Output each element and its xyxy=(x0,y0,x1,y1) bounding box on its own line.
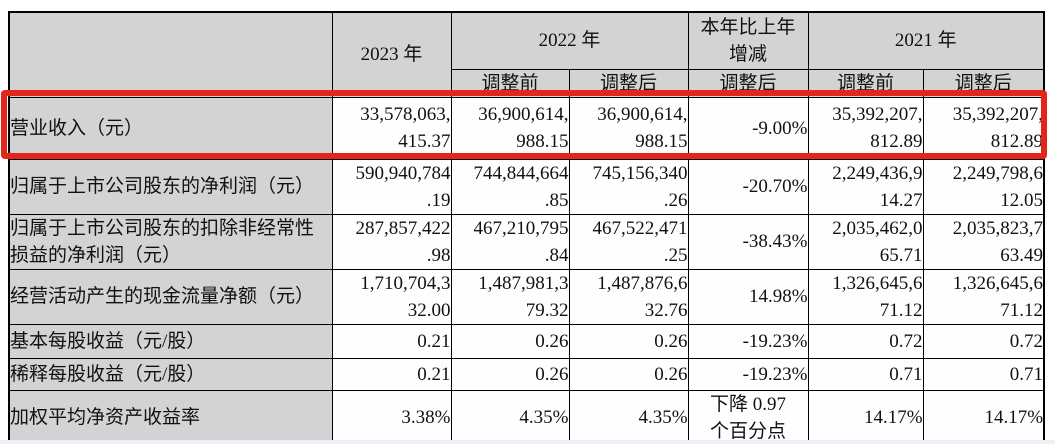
value-change: -19.23% xyxy=(687,357,809,391)
value-2022-pre: 36,900,614, 988.15 xyxy=(450,96,570,160)
header-2023: 2023 年 xyxy=(331,11,452,98)
value-2021-post: 35,392,207, 812.89 xyxy=(922,96,1045,160)
value-2022-post: 0.26 xyxy=(568,357,689,391)
value-2022-post: 1,487,876,6 32.76 xyxy=(568,268,689,325)
value-2023: 0.21 xyxy=(331,357,452,391)
value-2022-post: 0.26 xyxy=(568,323,689,359)
header-2021: 2021 年 xyxy=(807,11,1045,70)
row-label: 基本每股收益（元/股） xyxy=(8,323,333,359)
value-2021-post: 2,035,823,7 63.49 xyxy=(922,213,1045,270)
row-label: 归属于上市公司股东的扣除非经常性 损益的净利润（元） xyxy=(8,213,333,270)
header-blank-cell xyxy=(8,11,333,98)
value-2022-post: 4.35% xyxy=(568,389,689,444)
table-row-net-profit: 归属于上市公司股东的净利润（元） 590,940,784 .19 744,844… xyxy=(8,158,1045,215)
header-row-years: 2023 年 2022 年 本年比上年 增减 2021 年 xyxy=(8,11,1045,98)
row-label: 归属于上市公司股东的净利润（元） xyxy=(8,158,333,215)
value-2022-pre: 744,844,664 .85 xyxy=(450,158,570,215)
value-change: -20.70% xyxy=(687,158,809,215)
value-2021-post: 0.71 xyxy=(922,357,1045,391)
row-label: 营业收入（元） xyxy=(8,96,333,160)
value-2021-pre: 2,035,462,0 65.71 xyxy=(807,213,924,270)
row-label: 加权平均净资产收益率 xyxy=(8,389,333,444)
value-change: -9.00% xyxy=(687,96,809,160)
header-2022: 2022 年 xyxy=(450,11,689,70)
value-2021-post: 0.72 xyxy=(922,323,1045,359)
window-bottom-edge xyxy=(0,440,1055,444)
row-label: 稀释每股收益（元/股） xyxy=(8,357,333,391)
value-2021-pre: 0.71 xyxy=(807,357,924,391)
value-2021-post: 2,249,798,6 12.05 xyxy=(922,158,1045,215)
value-2023: 1,710,704,3 32.00 xyxy=(331,268,452,325)
value-change: -19.23% xyxy=(687,323,809,359)
header-2022-post-adjust: 调整后 xyxy=(568,68,689,98)
table-row-operating-cash-flow: 经营活动产生的现金流量净额（元） 1,710,704,3 32.00 1,487… xyxy=(8,268,1045,325)
value-2022-pre: 1,487,981,3 79.32 xyxy=(450,268,570,325)
value-change: -38.43% xyxy=(687,213,809,270)
key-financials-table: 2023 年 2022 年 本年比上年 增减 2021 年 调整前 调整后 调整… xyxy=(8,11,1046,444)
value-2021-pre: 35,392,207, 812.89 xyxy=(807,96,924,160)
value-2023: 33,578,063, 415.37 xyxy=(331,96,452,160)
header-yoy-change: 本年比上年 增减 xyxy=(687,11,809,70)
value-2021-post: 1,326,645,6 71.12 xyxy=(922,268,1045,325)
value-2023: 590,940,784 .19 xyxy=(331,158,452,215)
value-2021-pre: 1,326,645,6 71.12 xyxy=(807,268,924,325)
header-2021-post-adjust: 调整后 xyxy=(922,68,1045,98)
table-row-operating-revenue: 营业收入（元） 33,578,063, 415.37 36,900,614, 9… xyxy=(8,96,1045,160)
value-2023: 0.21 xyxy=(331,323,452,359)
header-2021-pre-adjust: 调整前 xyxy=(807,68,924,98)
value-2022-pre: 4.35% xyxy=(450,389,570,444)
table-row-diluted-eps: 稀释每股收益（元/股） 0.21 0.26 0.26 -19.23% 0.71 … xyxy=(8,357,1045,391)
table-row-basic-eps: 基本每股收益（元/股） 0.21 0.26 0.26 -19.23% 0.72 … xyxy=(8,323,1045,359)
value-2022-pre: 467,210,795 .84 xyxy=(450,213,570,270)
value-2023: 3.38% xyxy=(331,389,452,444)
table-row-net-profit-excl-nonrecurring: 归属于上市公司股东的扣除非经常性 损益的净利润（元） 287,857,422 .… xyxy=(8,213,1045,270)
value-change: 14.98% xyxy=(687,268,809,325)
value-2021-pre: 0.72 xyxy=(807,323,924,359)
value-2021-post: 14.17% xyxy=(922,389,1045,444)
value-2021-pre: 2,249,436,9 14.27 xyxy=(807,158,924,215)
row-label: 经营活动产生的现金流量净额（元） xyxy=(8,268,333,325)
value-2023: 287,857,422 .98 xyxy=(331,213,452,270)
value-2022-post: 745,156,340 .26 xyxy=(568,158,689,215)
header-2022-pre-adjust: 调整前 xyxy=(450,68,570,98)
table-row-weighted-avg-roe: 加权平均净资产收益率 3.38% 4.35% 4.35% 下降 0.97 个百分… xyxy=(8,389,1045,444)
value-2021-pre: 14.17% xyxy=(807,389,924,444)
value-change: 下降 0.97 个百分点 xyxy=(687,389,809,444)
value-2022-pre: 0.26 xyxy=(450,323,570,359)
value-2022-post: 467,522,471 .25 xyxy=(568,213,689,270)
value-2022-post: 36,900,614, 988.15 xyxy=(568,96,689,160)
value-2022-pre: 0.26 xyxy=(450,357,570,391)
header-change-post-adjust: 调整后 xyxy=(687,68,809,98)
